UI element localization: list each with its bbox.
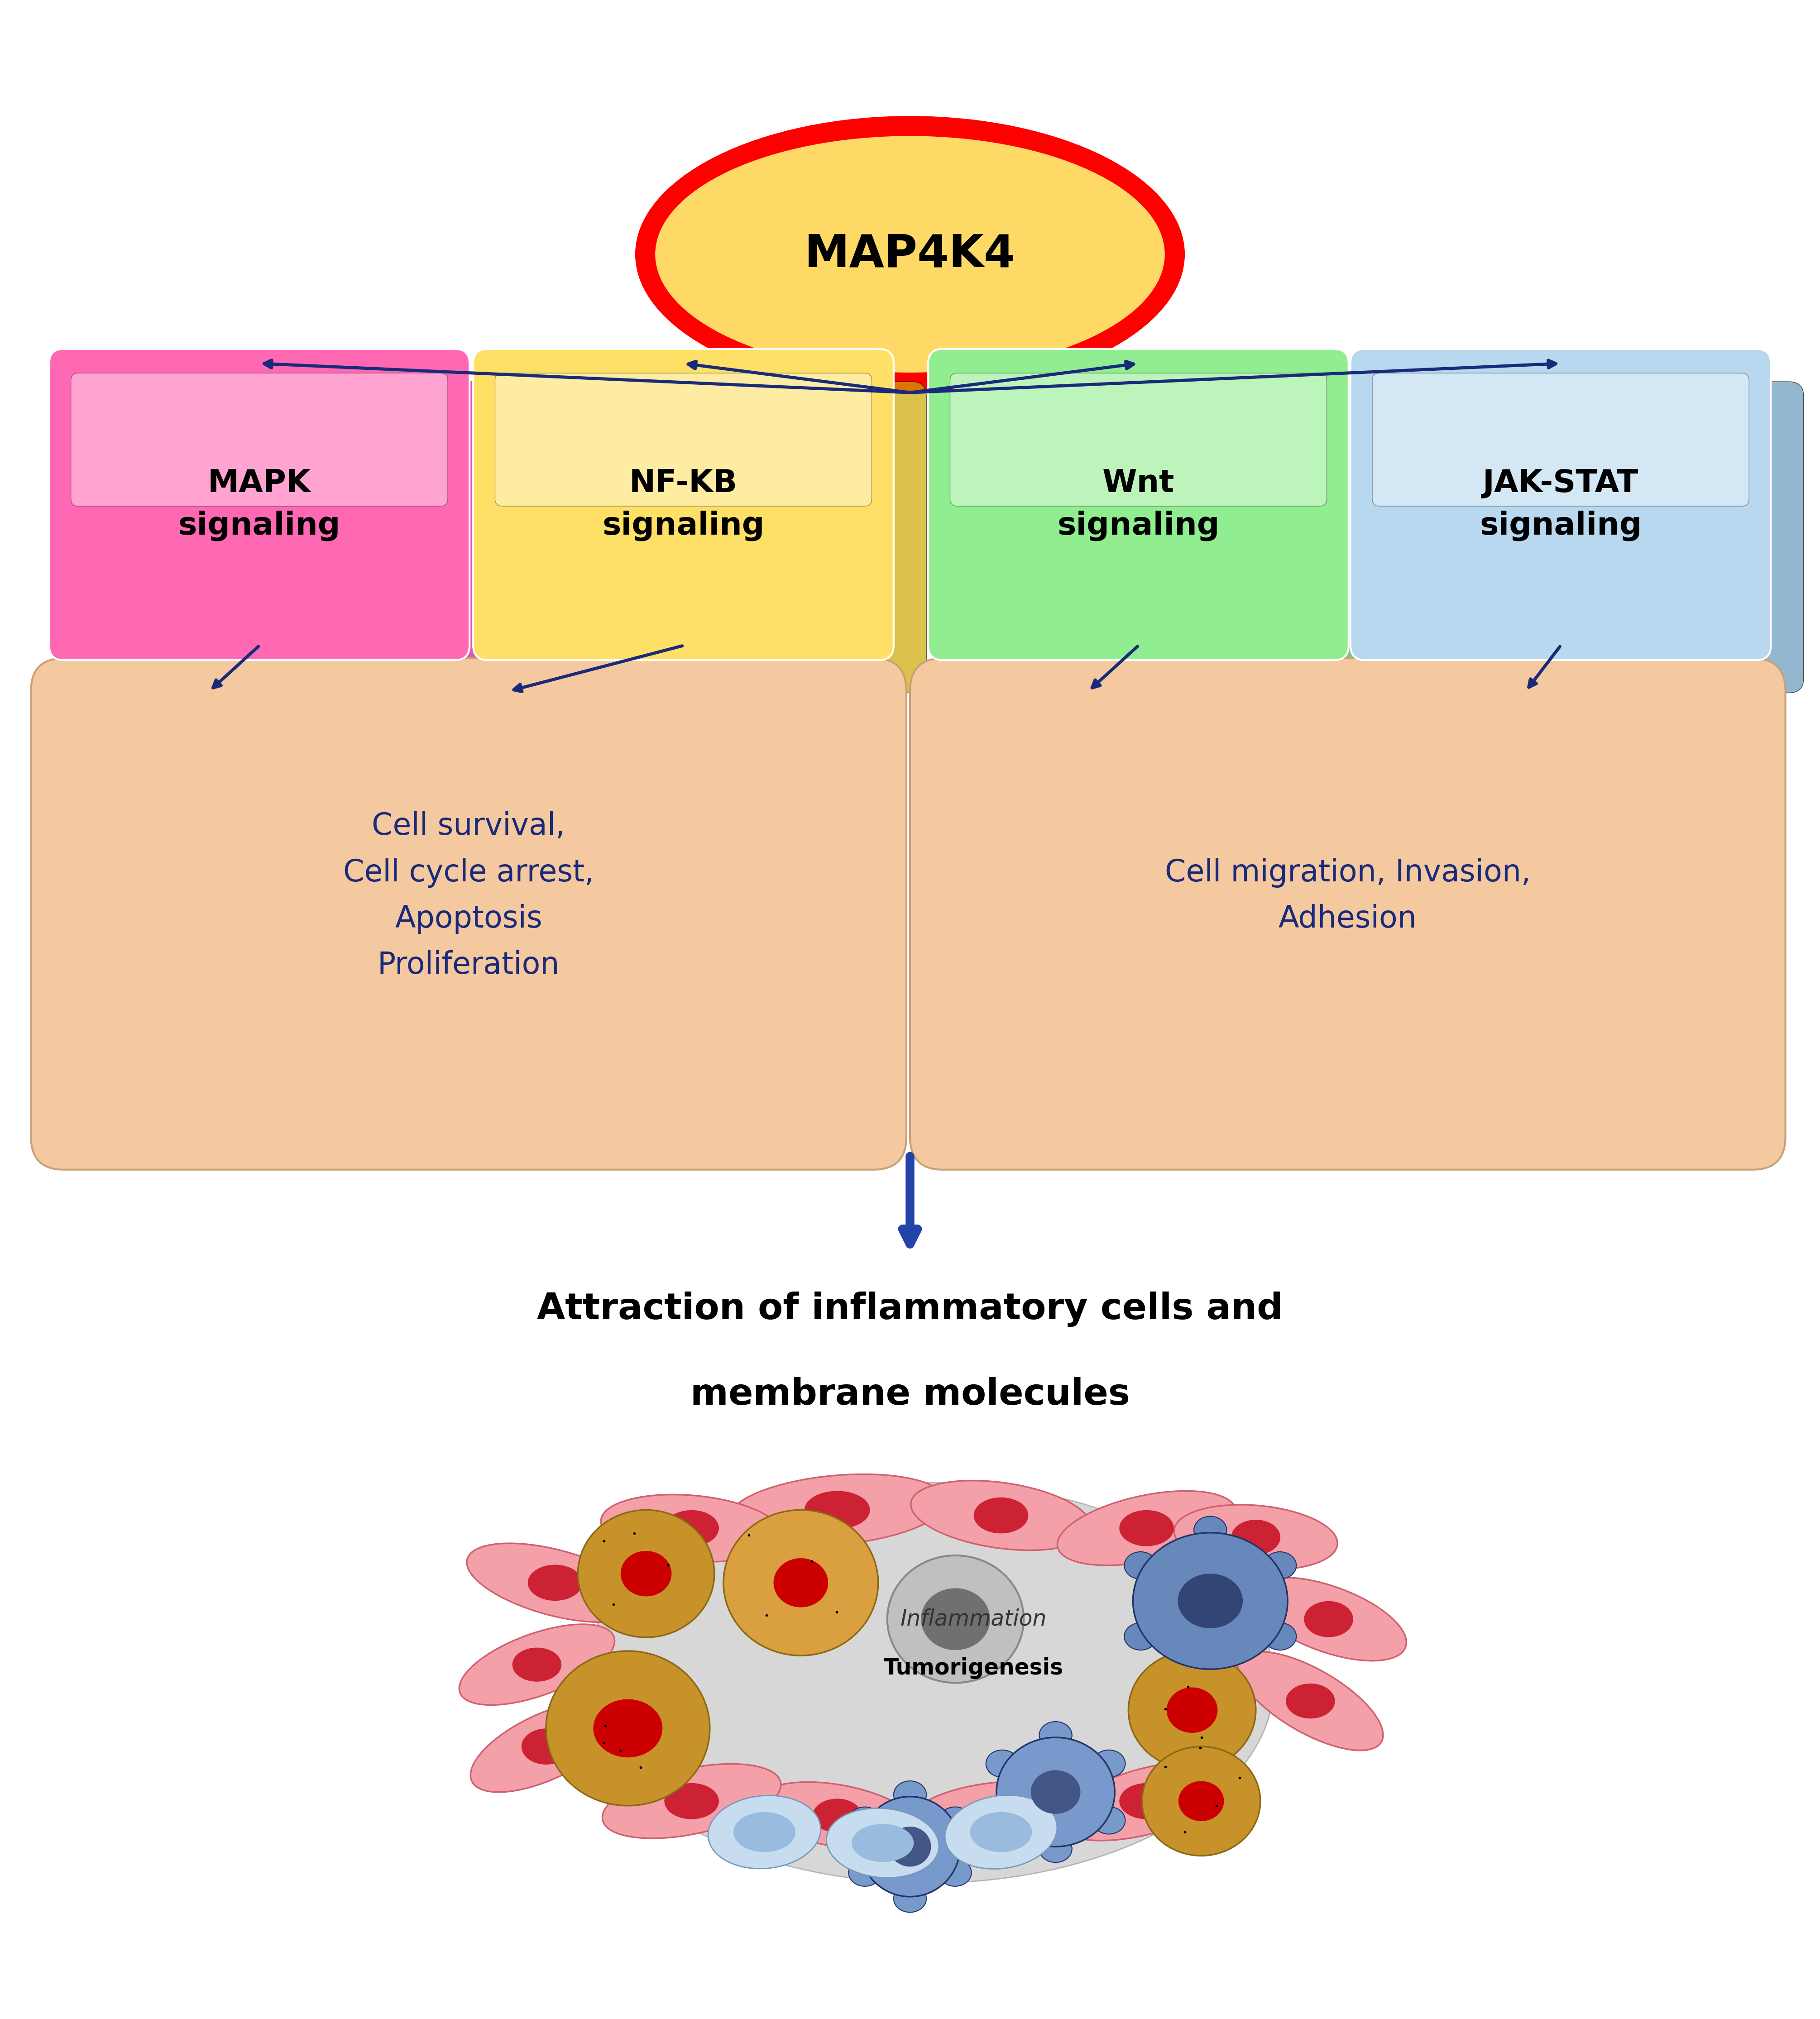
Ellipse shape [974,1797,1028,1831]
Ellipse shape [466,1543,644,1621]
Ellipse shape [1057,1763,1236,1841]
Ellipse shape [635,115,1185,392]
Ellipse shape [1263,1623,1296,1650]
Ellipse shape [986,1750,1019,1777]
FancyBboxPatch shape [49,349,470,660]
Ellipse shape [708,1795,821,1870]
Ellipse shape [1092,1807,1125,1833]
Ellipse shape [804,1490,870,1528]
FancyBboxPatch shape [82,382,502,693]
Ellipse shape [528,1565,582,1601]
Ellipse shape [1119,1783,1174,1819]
Ellipse shape [1167,1688,1218,1732]
Ellipse shape [861,1797,961,1896]
Text: Inflammation: Inflammation [901,1609,1046,1629]
Ellipse shape [1039,1835,1072,1862]
Ellipse shape [621,1551,672,1597]
Ellipse shape [814,1799,863,1833]
FancyBboxPatch shape [473,349,894,660]
Ellipse shape [1057,1490,1236,1565]
Ellipse shape [733,1811,795,1851]
FancyBboxPatch shape [495,374,872,507]
Ellipse shape [910,1781,1092,1847]
FancyBboxPatch shape [506,382,926,693]
Ellipse shape [826,1809,939,1878]
Ellipse shape [513,1648,561,1682]
Text: NF-KB
signaling: NF-KB signaling [602,468,764,541]
Ellipse shape [593,1700,662,1757]
Ellipse shape [1230,1520,1281,1555]
FancyBboxPatch shape [961,382,1381,693]
Ellipse shape [888,1555,1025,1682]
Ellipse shape [1125,1553,1158,1579]
Ellipse shape [894,1781,926,1809]
Text: MAPK
signaling: MAPK signaling [178,468,340,541]
FancyBboxPatch shape [1350,349,1771,660]
Ellipse shape [664,1510,719,1547]
Ellipse shape [996,1738,1114,1847]
Ellipse shape [724,1510,877,1656]
Text: Attraction of inflammatory cells and: Attraction of inflammatory cells and [537,1292,1283,1326]
Ellipse shape [970,1811,1032,1851]
Ellipse shape [1250,1577,1407,1662]
FancyBboxPatch shape [1372,374,1749,507]
Ellipse shape [1039,1722,1072,1748]
Ellipse shape [939,1807,972,1833]
Ellipse shape [1092,1750,1125,1777]
Ellipse shape [1143,1746,1259,1855]
Ellipse shape [1134,1532,1289,1670]
Ellipse shape [459,1623,615,1704]
Ellipse shape [1194,1658,1227,1686]
Ellipse shape [974,1498,1028,1532]
Ellipse shape [1194,1516,1227,1545]
Text: membrane molecules: membrane molecules [690,1377,1130,1413]
Ellipse shape [894,1886,926,1912]
Ellipse shape [471,1700,621,1793]
Ellipse shape [664,1783,719,1819]
Ellipse shape [986,1807,1019,1833]
Text: Wnt
signaling: Wnt signaling [1057,468,1219,541]
Text: JAK-STAT
signaling: JAK-STAT signaling [1480,468,1642,541]
Ellipse shape [601,1494,783,1563]
Text: Tumorigenesis: Tumorigenesis [885,1658,1063,1680]
Ellipse shape [1263,1553,1296,1579]
FancyBboxPatch shape [910,658,1785,1169]
Ellipse shape [579,1510,715,1637]
Text: Cell migration, Invasion,
Adhesion: Cell migration, Invasion, Adhesion [1165,858,1531,935]
FancyBboxPatch shape [950,374,1327,507]
Ellipse shape [848,1859,881,1886]
Ellipse shape [582,1482,1274,1884]
Ellipse shape [1174,1504,1338,1569]
Ellipse shape [939,1859,972,1886]
Ellipse shape [921,1589,990,1650]
Ellipse shape [1179,1781,1223,1821]
Ellipse shape [728,1474,946,1547]
Ellipse shape [1128,1652,1256,1769]
Ellipse shape [602,1765,781,1839]
Ellipse shape [1030,1771,1081,1813]
Ellipse shape [757,1783,917,1849]
Ellipse shape [852,1823,914,1862]
FancyBboxPatch shape [928,349,1349,660]
FancyBboxPatch shape [1383,382,1804,693]
Ellipse shape [655,135,1165,374]
Ellipse shape [1178,1573,1243,1627]
Ellipse shape [1125,1623,1158,1650]
Ellipse shape [521,1728,571,1765]
Ellipse shape [1119,1510,1174,1547]
Ellipse shape [774,1559,828,1607]
Ellipse shape [1238,1652,1383,1750]
Text: Cell survival,
Cell cycle arrest,
Apoptosis
Proliferation: Cell survival, Cell cycle arrest, Apopto… [344,812,593,981]
Text: MAP4K4: MAP4K4 [804,232,1016,277]
Ellipse shape [888,1827,932,1868]
Ellipse shape [910,1480,1092,1551]
Ellipse shape [848,1807,881,1833]
Ellipse shape [546,1652,710,1805]
FancyBboxPatch shape [31,658,906,1169]
FancyBboxPatch shape [71,374,448,507]
Ellipse shape [1285,1684,1334,1718]
Ellipse shape [1303,1601,1354,1637]
Ellipse shape [945,1795,1057,1870]
